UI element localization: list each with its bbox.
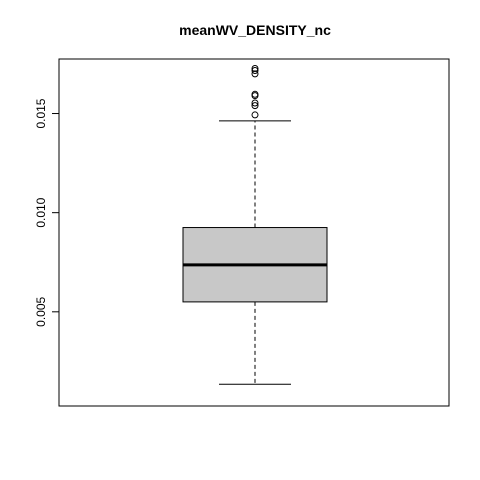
outlier-point xyxy=(251,67,259,75)
y-tick-label: 0.005 xyxy=(34,296,48,326)
outlier-point xyxy=(251,102,259,110)
outlier-point xyxy=(251,65,259,73)
outlier-point xyxy=(251,70,259,78)
plot-area xyxy=(182,65,328,385)
y-tick-label: 0.010 xyxy=(34,197,48,227)
y-tick-label: 0.015 xyxy=(34,98,48,128)
outlier-point xyxy=(251,99,259,107)
chart-title: meanWV_DENSITY_nc xyxy=(179,22,331,38)
outlier-point xyxy=(251,90,259,98)
outlier-point xyxy=(251,111,259,119)
y-axis: 0.005 0.010 0.015 xyxy=(34,98,60,327)
